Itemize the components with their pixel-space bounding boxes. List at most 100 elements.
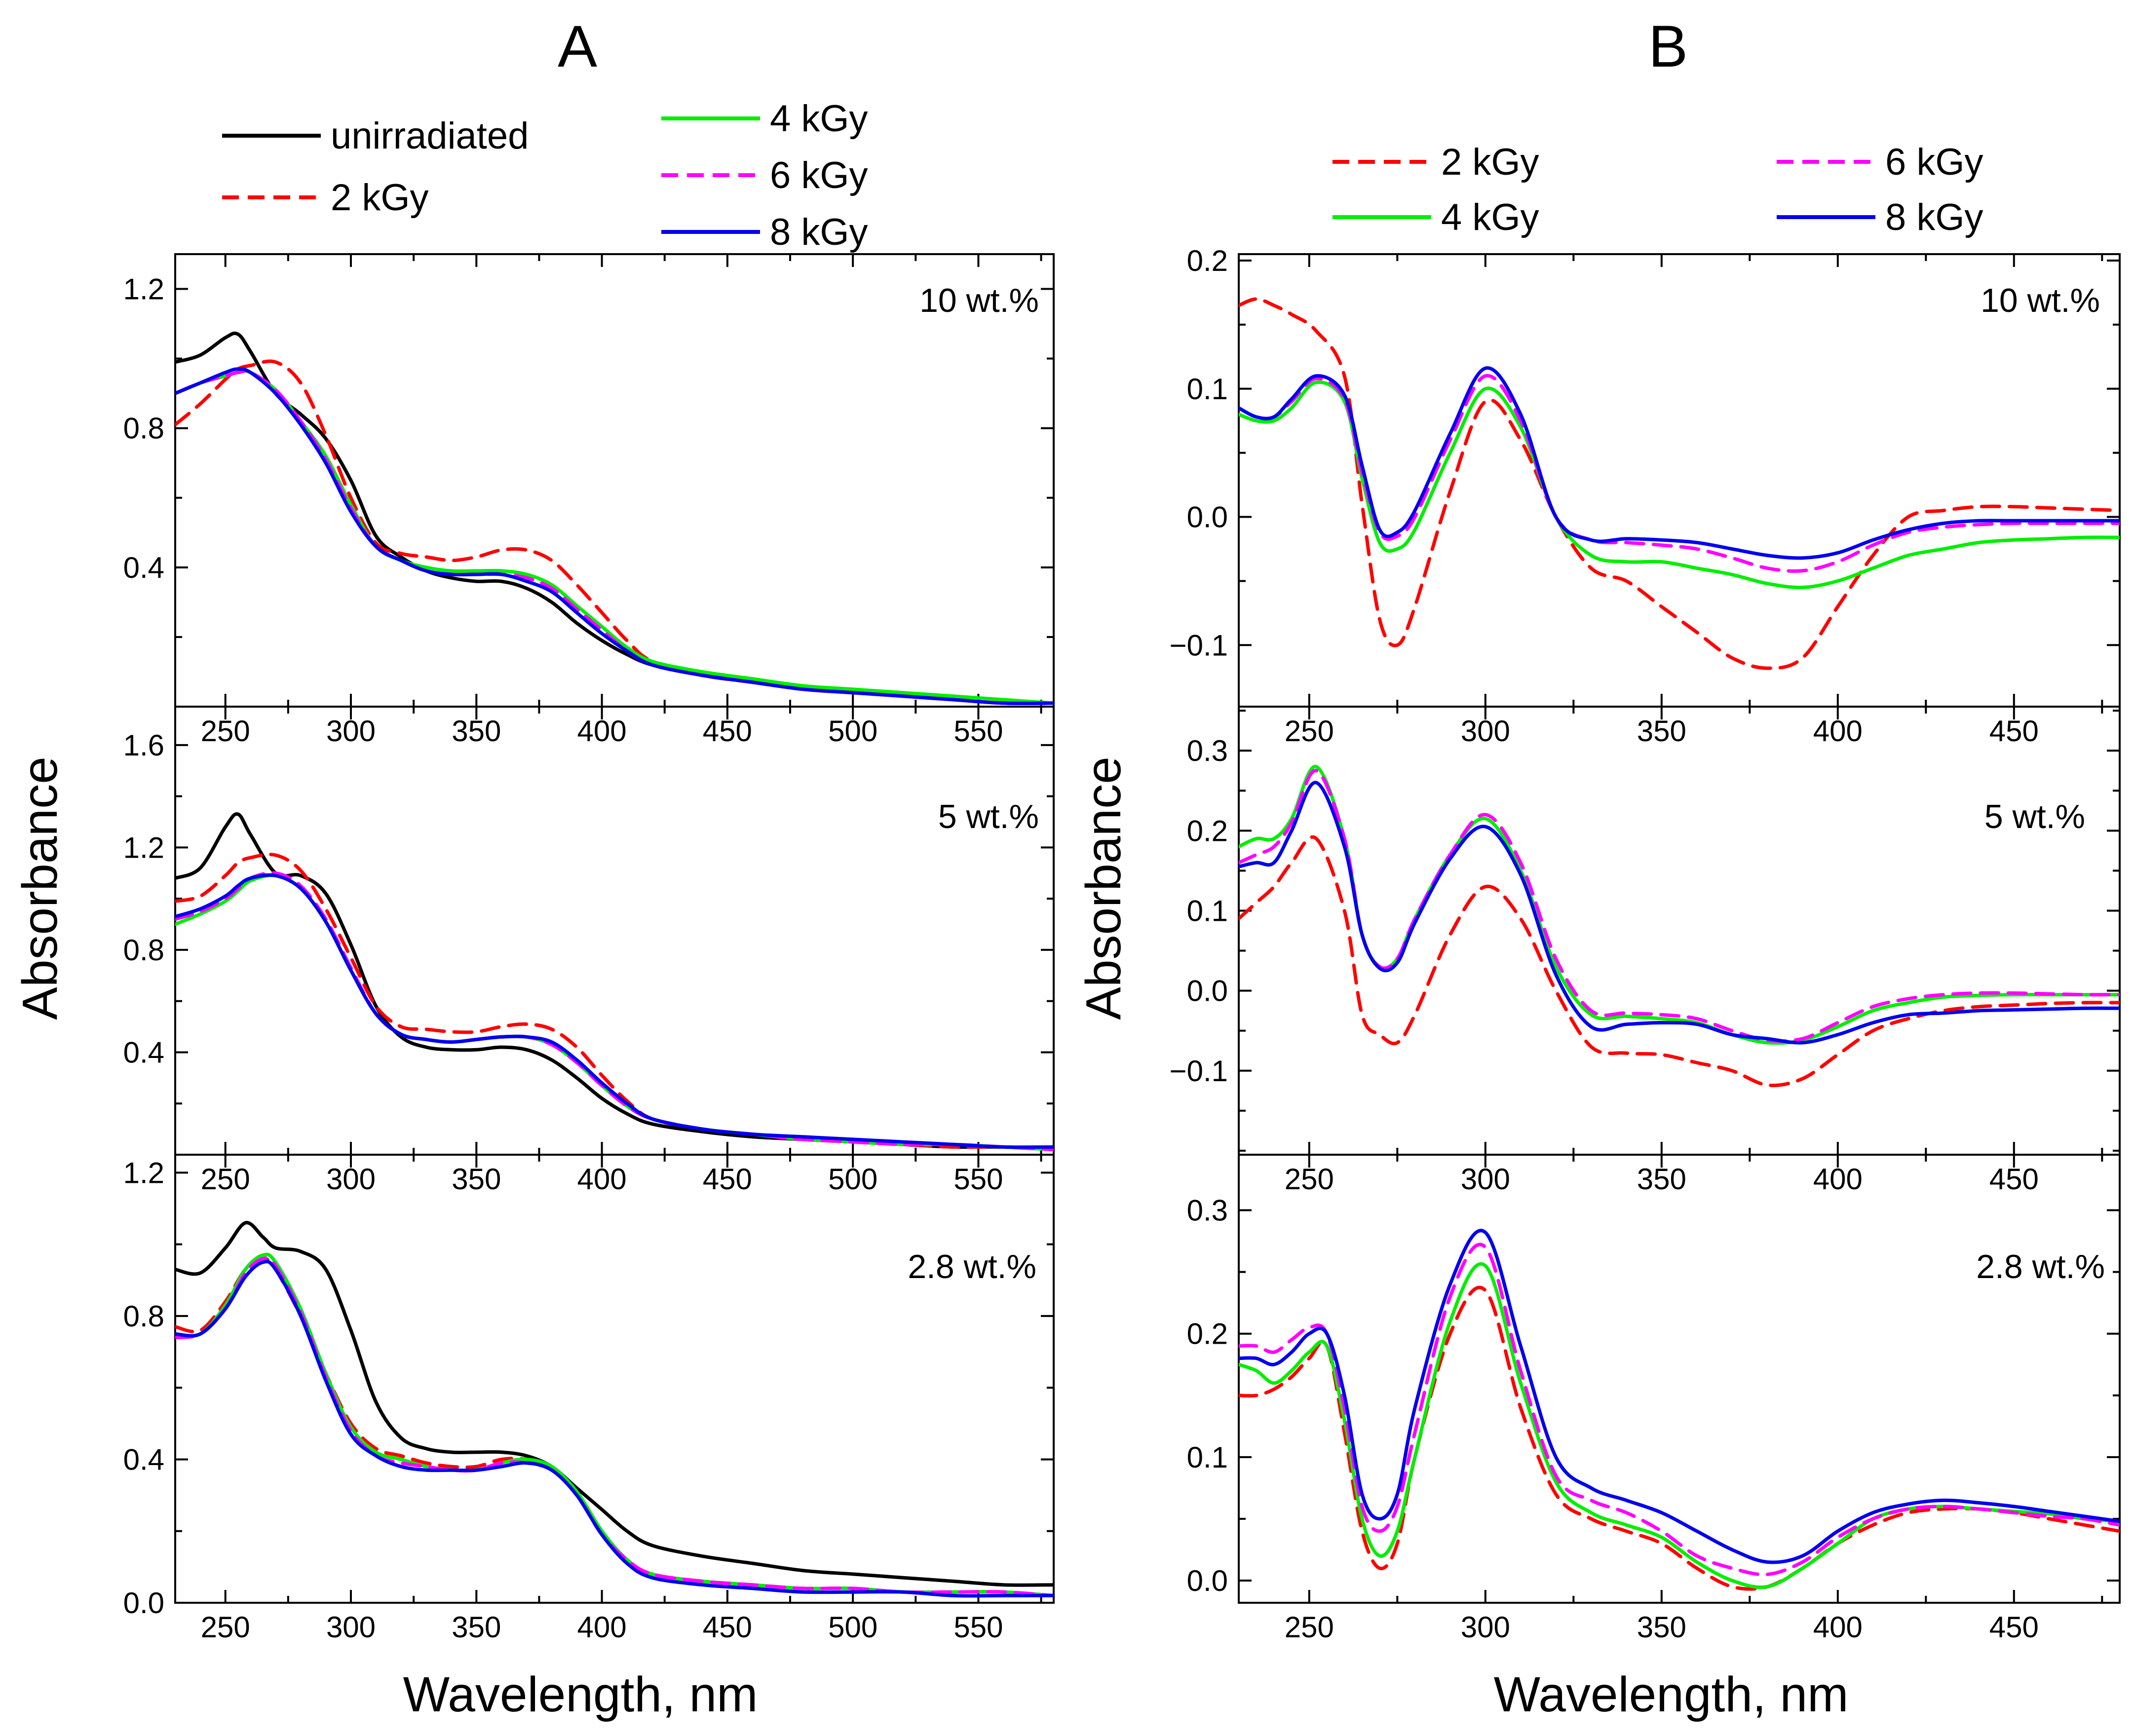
- y-tick-label: 0.4: [123, 551, 164, 584]
- x-tick-label: 300: [1461, 1163, 1510, 1196]
- x-tick-label: 300: [326, 1611, 376, 1644]
- series-group: [175, 812, 1054, 1152]
- series-line-6-kgy: [1239, 1243, 2120, 1577]
- series-group: [175, 331, 1054, 705]
- x-tick-label: 500: [828, 1611, 877, 1644]
- legend-item-6-kgy: 6 kGy: [1777, 141, 1983, 183]
- legend-item-2-kgy: 2 kGy: [1333, 141, 1539, 183]
- legend-label: 6 kGy: [1885, 141, 1983, 183]
- x-tick-label: 250: [1285, 715, 1334, 748]
- concentration-label: 2.8 wt.%: [908, 1248, 1036, 1285]
- plot-b-2-8wt: 250 300 350 400 450 0.0 0.1 0.2 0.3 2.8 wt.%: [1187, 1154, 2121, 1644]
- y-tick-label: 0.3: [1187, 1194, 1228, 1227]
- y-tick-label: 1.2: [123, 831, 164, 864]
- x-axis-title-b: Wavelength, nm: [1494, 1667, 1849, 1722]
- y-tick-label: 0.8: [123, 934, 164, 967]
- series-line-6-kgy: [1239, 769, 2120, 1043]
- plot-a-10wt: 250 300 350 400 450 500 550 0.4 0.8 1.2 10 wt.%: [123, 253, 1055, 748]
- series-line-8-kgy: [1239, 781, 2120, 1045]
- plot-a-5wt: 250 300 350 400 450 500 550 0.4 0.8 1.2 1.6 5 wt.%: [123, 706, 1055, 1196]
- y-tick-label: 0.1: [1187, 894, 1228, 927]
- series-line-2-kgy: [1239, 297, 2120, 670]
- concentration-label: 2.8 wt.%: [1976, 1248, 2105, 1285]
- x-tick-label: 450: [1989, 715, 2039, 748]
- y-tick-label: 0.8: [123, 412, 164, 445]
- y-tick-label: 0.1: [1187, 373, 1228, 406]
- y-axis-title-a: Absorbance: [12, 756, 68, 1020]
- x-tick-label: 300: [326, 715, 376, 748]
- plot-b-10wt: 250 300 350 400 450 −0.1 0.0 0.1 0.2 10 wt.%: [1170, 244, 2121, 748]
- series-line-unirradiated: [175, 812, 1054, 1152]
- series-line-8-kgy: [175, 873, 1054, 1149]
- series-line-8-kgy: [1239, 1229, 2120, 1564]
- y-tick-label: 0.8: [123, 1300, 164, 1333]
- x-tick-label: 450: [1989, 1611, 2039, 1644]
- y-tick-label: 0.3: [1187, 734, 1228, 767]
- series-line-8-kgy: [175, 1260, 1054, 1598]
- legend-label: 4 kGy: [770, 98, 868, 140]
- legend-item-4-kgy: 4 kGy: [1333, 196, 1539, 238]
- x-tick-label: 350: [1637, 1163, 1686, 1196]
- x-tick-label: 250: [1285, 1611, 1334, 1644]
- y-tick-label: 0.1: [1187, 1441, 1228, 1474]
- x-tick-label: 250: [201, 715, 250, 748]
- x-tick-label: 450: [703, 715, 752, 748]
- x-tick-label: 400: [577, 1611, 627, 1644]
- legend-item-6-kgy: 6 kGy: [661, 154, 868, 196]
- legend-label: 6 kGy: [770, 154, 868, 196]
- legend-panel-b: 2 kGy 4 kGy 6 kGy 8 kGy: [1333, 141, 1983, 238]
- legend-item-2-kgy: 2 kGy: [222, 177, 429, 219]
- series-line-8-kgy: [175, 367, 1054, 705]
- x-tick-label: 350: [452, 715, 501, 748]
- plot-frame: [174, 1154, 1055, 1604]
- y-tick-label: 0.0: [1187, 501, 1228, 534]
- series-line-2-kgy: [175, 853, 1054, 1152]
- concentration-label: 5 wt.%: [938, 798, 1039, 835]
- y-axis-title-b: Absorbance: [1076, 756, 1131, 1020]
- series-line-8-kgy: [1239, 366, 2120, 560]
- y-tick-label: 0.0: [1187, 975, 1228, 1008]
- legend-label: 8 kGy: [770, 211, 868, 253]
- x-tick-label: 250: [1285, 1163, 1334, 1196]
- panel-letter-b: B: [1648, 13, 1688, 79]
- plot-b-5wt: 250 300 350 400 450 −0.1 0.0 0.1 0.2 0.3 5 wt.%: [1170, 706, 2121, 1196]
- legend-item-8-kgy: 8 kGy: [1777, 196, 1983, 238]
- y-tick-label: 1.2: [123, 1156, 164, 1189]
- x-axis-title-a: Wavelength, nm: [403, 1667, 758, 1722]
- panel-letter-a: A: [558, 13, 597, 79]
- legend-panel-a: unirradiated 2 kGy 4 kGy 6 kGy 8 kGy: [222, 98, 868, 253]
- y-tick-label: 0.2: [1187, 1318, 1228, 1351]
- x-tick-label: 400: [577, 715, 627, 748]
- concentration-label: 5 wt.%: [1984, 798, 2085, 835]
- plot-a-2-8wt: 250 300 350 400 450 500 550 0.0 0.4 0.8 1.2 2.8 wt.…: [123, 1154, 1055, 1644]
- x-tick-label: 550: [953, 1611, 1003, 1644]
- plot-frame: [174, 706, 1055, 1156]
- series-group: [175, 1221, 1054, 1598]
- legend-item-4-kgy: 4 kGy: [661, 98, 868, 140]
- legend-label: unirradiated: [331, 115, 529, 157]
- legend-label: 2 kGy: [331, 177, 429, 219]
- legend-label: 8 kGy: [1885, 196, 1983, 238]
- y-tick-label: 0.0: [123, 1586, 164, 1620]
- legend-item-8-kgy: 8 kGy: [661, 211, 868, 253]
- y-tick-label: 0.2: [1187, 244, 1228, 277]
- series-group: [1239, 765, 2120, 1088]
- x-tick-label: 300: [1461, 1611, 1510, 1644]
- x-tick-label: 250: [201, 1163, 250, 1196]
- series-line-4-kgy: [1239, 380, 2120, 590]
- x-tick-label: 400: [577, 1163, 627, 1196]
- series-line-4-kgy: [1239, 1262, 2120, 1589]
- legend-label: 2 kGy: [1441, 141, 1539, 183]
- y-tick-label: −0.1: [1170, 629, 1228, 662]
- y-tick-label: 0.4: [123, 1036, 164, 1069]
- series-line-unirradiated: [175, 1221, 1054, 1587]
- x-tick-label: 350: [1637, 1611, 1686, 1644]
- x-tick-label: 550: [953, 715, 1003, 748]
- legend-label: 4 kGy: [1441, 196, 1539, 238]
- x-tick-label: 400: [1813, 1611, 1863, 1644]
- plot-frame: [1238, 1154, 2121, 1604]
- x-tick-label: 450: [703, 1163, 752, 1196]
- series-line-unirradiated: [175, 331, 1054, 705]
- x-tick-label: 300: [1461, 715, 1510, 748]
- x-tick-label: 450: [1989, 1163, 2039, 1196]
